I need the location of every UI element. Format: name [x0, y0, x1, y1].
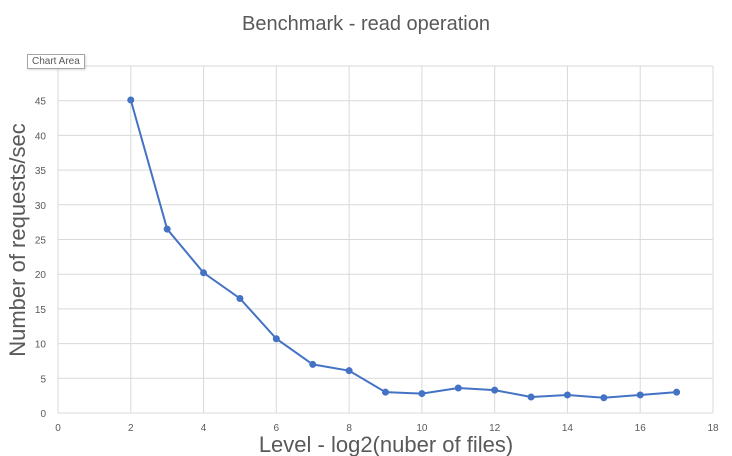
- data-point[interactable]: [309, 360, 317, 368]
- gridlines: [57, 65, 714, 414]
- data-points[interactable]: [127, 96, 681, 402]
- y-tick-label: 10: [35, 340, 47, 351]
- x-tick-label: 8: [346, 423, 352, 434]
- data-point[interactable]: [382, 388, 389, 396]
- data-point[interactable]: [527, 393, 535, 401]
- data-point[interactable]: [163, 225, 171, 233]
- data-point[interactable]: [345, 367, 353, 375]
- data-point[interactable]: [563, 391, 571, 399]
- data-point[interactable]: [236, 294, 244, 302]
- data-point[interactable]: [200, 269, 208, 277]
- y-axis-title: Number of requests/sec: [5, 123, 30, 357]
- x-tick-label: 14: [562, 423, 574, 434]
- x-axis-title: Level - log2(nuber of files): [259, 432, 513, 456]
- x-tick-label: 18: [707, 423, 719, 434]
- x-tick-label: 2: [128, 423, 134, 434]
- data-point[interactable]: [418, 390, 426, 398]
- y-tick-label: 20: [35, 270, 47, 281]
- y-tick-label: 35: [35, 166, 47, 177]
- x-tick-label: 6: [274, 423, 280, 434]
- x-tick-label: 12: [489, 423, 501, 434]
- x-tick-label: 16: [635, 423, 647, 434]
- y-tick-label: 0: [40, 409, 46, 420]
- series-line[interactable]: [129, 99, 677, 399]
- data-point[interactable]: [673, 388, 681, 396]
- data-point[interactable]: [600, 394, 608, 402]
- y-axis-ticks: 0 5 10 15 20 25 30 35 40 45: [35, 97, 47, 420]
- data-point[interactable]: [491, 386, 499, 394]
- y-tick-label: 5: [40, 374, 46, 385]
- y-tick-label: 25: [35, 236, 47, 247]
- y-tick-label: 30: [35, 201, 47, 212]
- x-tick-label: 4: [201, 423, 207, 434]
- data-point[interactable]: [127, 96, 135, 104]
- data-point[interactable]: [272, 335, 280, 343]
- data-point[interactable]: [454, 384, 462, 392]
- y-tick-label: 45: [35, 97, 47, 108]
- y-tick-label: 15: [35, 305, 47, 316]
- x-tick-label: 10: [416, 423, 428, 434]
- y-tick-label: 40: [35, 131, 47, 142]
- data-point[interactable]: [636, 391, 644, 399]
- chart-area-tooltip: Chart Area: [27, 54, 85, 69]
- x-tick-label: 0: [55, 423, 61, 434]
- chart-title: Benchmark - read operation: [242, 13, 490, 35]
- x-axis-ticks: 0 2 4 6 8 10 12 14 16 18: [55, 423, 719, 434]
